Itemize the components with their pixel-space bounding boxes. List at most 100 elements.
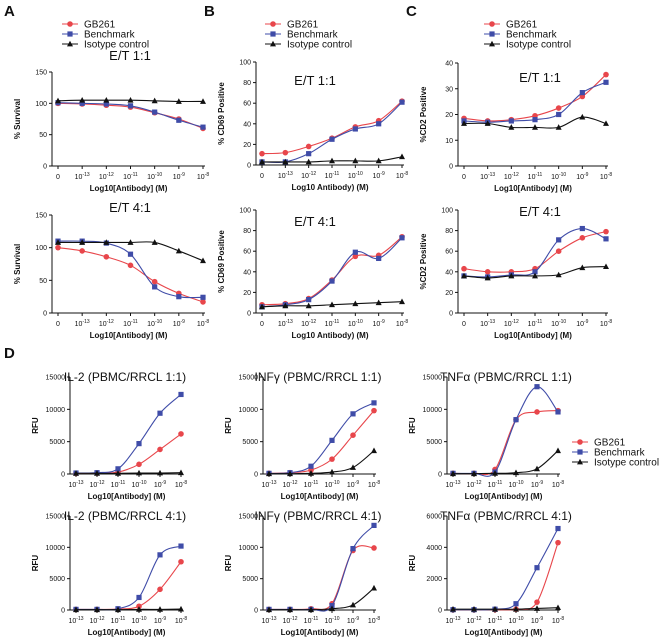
- data-point: [352, 249, 358, 255]
- x-tick-label: 10-12: [282, 480, 297, 489]
- data-point: [579, 113, 586, 120]
- data-point: [450, 606, 456, 612]
- data-point: [151, 278, 158, 285]
- x-tick-label-exp: -9: [380, 171, 385, 177]
- data-point: [350, 411, 356, 417]
- series-line: [452, 386, 559, 477]
- x-axis-label: Log10[Antibody] (M): [465, 492, 543, 501]
- x-tick-label-exp: -9: [355, 480, 360, 486]
- data-point: [178, 543, 184, 549]
- x-tick-label: 10-10: [348, 319, 363, 328]
- x-tick-label-exp: -11: [131, 172, 138, 178]
- data-point: [513, 417, 519, 423]
- y-tick-label: 50: [39, 132, 47, 139]
- legend-label: Benchmark: [594, 448, 646, 459]
- chart-title: INFγ (PBMC/RRCL 4:1): [255, 509, 382, 523]
- x-tick-label-base: 10: [347, 482, 355, 489]
- x-tick-label-exp: -8: [376, 616, 381, 622]
- data-point: [308, 463, 314, 469]
- x-tick-label-base: 10: [552, 618, 560, 625]
- series-isotype-control: [73, 469, 184, 476]
- series-gb261: [450, 539, 561, 613]
- x-tick-label: 10-11: [111, 616, 126, 625]
- x-tick-label-exp: -8: [404, 171, 409, 177]
- series-line: [268, 450, 375, 475]
- data-point: [259, 303, 265, 310]
- y-tick-label: 80: [243, 80, 251, 87]
- data-point: [352, 157, 359, 164]
- x-tick-label-exp: -9: [380, 319, 385, 325]
- data-point: [200, 299, 206, 305]
- y-tick-label: 20: [243, 290, 251, 297]
- data-point: [55, 244, 61, 251]
- data-point: [127, 262, 134, 269]
- data-point: [136, 461, 142, 468]
- x-tick-label-exp: -12: [107, 319, 114, 325]
- x-tick-label: 10-8: [368, 616, 380, 625]
- y-tick-label: 20: [445, 290, 453, 297]
- y-tick-label: 15000: [239, 514, 259, 521]
- x-tick-label: 10-8: [600, 319, 612, 328]
- x-tick-label: 10-10: [508, 616, 523, 625]
- x-tick-label-exp: -8: [560, 480, 565, 486]
- y-tick-label: 15000: [46, 514, 66, 521]
- x-tick-label-base: 10: [531, 482, 539, 489]
- x-tick-label-base: 10: [99, 321, 107, 328]
- x-tick-label-base: 10: [175, 482, 183, 489]
- y-tick-label: 5000: [49, 439, 65, 446]
- x-tick-label: 10-11: [123, 172, 138, 181]
- x-axis-label: Log10[Antibody] (M): [281, 492, 359, 501]
- x-tick-label: 10-9: [347, 480, 359, 489]
- x-tick-label: 10-8: [396, 171, 408, 180]
- data-point: [556, 111, 562, 118]
- legend-marker: [270, 40, 276, 47]
- legend-label: GB261: [84, 20, 116, 31]
- data-point: [534, 384, 540, 390]
- y-tick-label: 60: [445, 249, 453, 256]
- x-tick-label-base: 10: [508, 618, 516, 625]
- data-point: [508, 272, 515, 279]
- y-tick-label: 20: [243, 142, 251, 149]
- data-point: [305, 302, 312, 309]
- x-tick-label-base: 10: [347, 618, 355, 625]
- data-point: [371, 447, 377, 454]
- x-tick-label: 0: [56, 321, 60, 328]
- series-line: [452, 528, 559, 611]
- chart-title: E/T 1:1: [294, 73, 336, 88]
- x-tick-label: 10-13: [261, 480, 276, 489]
- data-point: [492, 470, 498, 476]
- x-tick-label: 10-11: [528, 319, 543, 328]
- data-point: [579, 235, 586, 241]
- x-tick-label-exp: -9: [181, 319, 186, 325]
- x-tick-label: 10-9: [531, 480, 543, 489]
- x-tick-label-exp: -9: [539, 480, 544, 486]
- data-point: [136, 469, 142, 476]
- data-point: [176, 117, 182, 123]
- x-tick-label-base: 10: [396, 321, 404, 328]
- y-axis-label: % Survival: [13, 99, 22, 139]
- x-tick-label-base: 10: [488, 618, 496, 625]
- x-tick-label-base: 10: [600, 321, 608, 328]
- data-point: [306, 151, 312, 157]
- x-axis-label: Log10[Antibody] (M): [281, 628, 359, 637]
- data-point: [484, 269, 491, 275]
- y-tick-label: 0: [449, 311, 453, 318]
- data-point: [492, 606, 498, 612]
- y-tick-label: 0: [449, 164, 453, 171]
- y-tick-label: 80: [243, 228, 251, 235]
- y-axis-label: RFU: [31, 555, 40, 572]
- legend-label: GB261: [287, 20, 319, 31]
- y-tick-label: 0: [43, 311, 47, 318]
- series-isotype-control: [55, 239, 206, 264]
- data-point: [513, 469, 519, 476]
- x-tick-label: 10-13: [75, 172, 90, 181]
- x-tick-label-exp: -12: [290, 616, 297, 622]
- data-point: [352, 300, 359, 307]
- x-tick-label-base: 10: [282, 482, 290, 489]
- x-tick-label: 10-10: [324, 616, 339, 625]
- data-point: [534, 409, 540, 415]
